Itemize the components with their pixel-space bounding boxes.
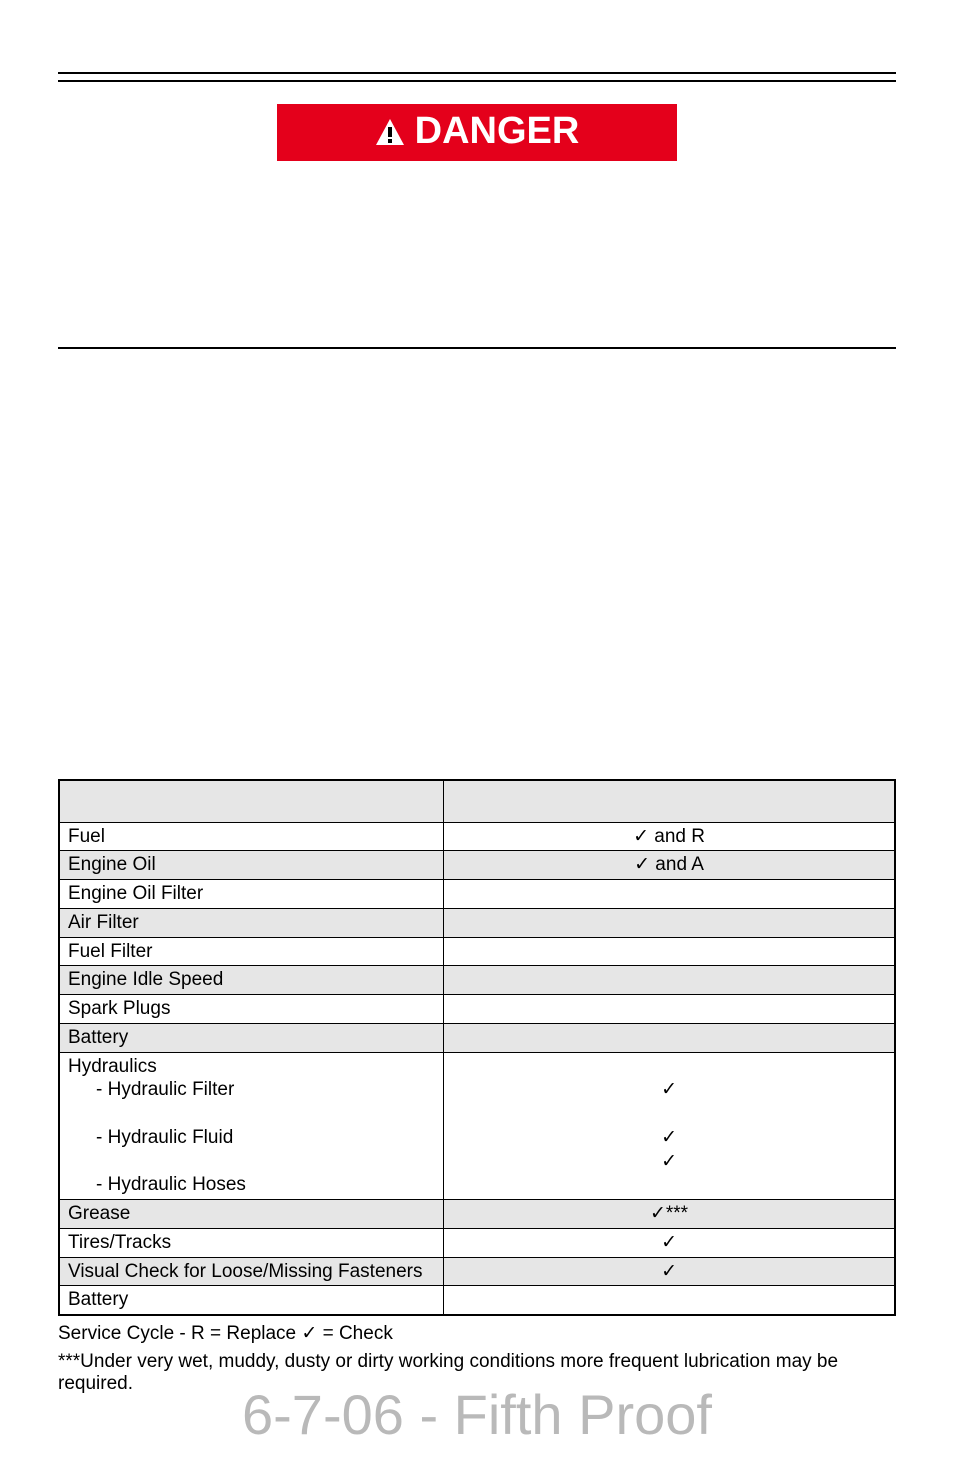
table-cell-label: Engine Oil Filter xyxy=(59,880,444,909)
legend-line-1: Service Cycle - R = Replace ✓ = Check xyxy=(58,1322,896,1345)
table-cell-value: ✓ and R xyxy=(444,822,895,851)
table-cell-value xyxy=(444,966,895,995)
table-cell-value xyxy=(444,880,895,909)
table-cell-value xyxy=(444,937,895,966)
table-cell-label: Fuel xyxy=(59,822,444,851)
table-row: Engine Oil✓ and A xyxy=(59,851,895,880)
table-header-row xyxy=(59,780,895,822)
table-row: Battery xyxy=(59,1286,895,1315)
table-row: Grease✓*** xyxy=(59,1200,895,1229)
table-cell-label: Engine Idle Speed xyxy=(59,966,444,995)
table-cell-label: Battery xyxy=(59,1023,444,1052)
danger-label: DANGER xyxy=(415,110,580,153)
maintenance-table: Fuel✓ and REngine Oil✓ and AEngine Oil F… xyxy=(58,779,896,1316)
table-cell-label: Grease xyxy=(59,1200,444,1229)
table-cell-label: Tires/Tracks xyxy=(59,1228,444,1257)
single-rule xyxy=(58,347,896,349)
table-row: Engine Oil Filter xyxy=(59,880,895,909)
table-cell-label: Engine Oil xyxy=(59,851,444,880)
table-row: Fuel✓ and R xyxy=(59,822,895,851)
table-cell-label: Air Filter xyxy=(59,908,444,937)
table-row: Fuel Filter xyxy=(59,937,895,966)
table-cell-label: Spark Plugs xyxy=(59,995,444,1024)
table-cell-label: Fuel Filter xyxy=(59,937,444,966)
danger-banner: DANGER xyxy=(277,104,677,161)
table-cell-value: ✓ and A xyxy=(444,851,895,880)
warning-icon xyxy=(375,118,405,146)
double-rule xyxy=(58,72,896,82)
table-cell-value: ✓✓✓ xyxy=(444,1052,895,1200)
table-cell-value xyxy=(444,1286,895,1315)
table-cell-value xyxy=(444,1023,895,1052)
table-row: Spark Plugs xyxy=(59,995,895,1024)
table-row: Visual Check for Loose/Missing Fasteners… xyxy=(59,1257,895,1286)
table-cell-label: Battery xyxy=(59,1286,444,1315)
table-cell-label: Visual Check for Loose/Missing Fasteners xyxy=(59,1257,444,1286)
table-cell-label: Hydraulics- Hydraulic Filter- Hydraulic … xyxy=(59,1052,444,1200)
table-row: Hydraulics- Hydraulic Filter- Hydraulic … xyxy=(59,1052,895,1200)
table-row: Engine Idle Speed xyxy=(59,966,895,995)
table-cell-value: ✓*** xyxy=(444,1200,895,1229)
table-cell-value xyxy=(444,908,895,937)
table-row: Battery xyxy=(59,1023,895,1052)
table-row: Tires/Tracks✓ xyxy=(59,1228,895,1257)
table-cell-value xyxy=(444,995,895,1024)
table-cell-value: ✓ xyxy=(444,1228,895,1257)
watermark-text: 6-7-06 - Fifth Proof xyxy=(0,1382,954,1447)
table-row: Air Filter xyxy=(59,908,895,937)
table-cell-value: ✓ xyxy=(444,1257,895,1286)
